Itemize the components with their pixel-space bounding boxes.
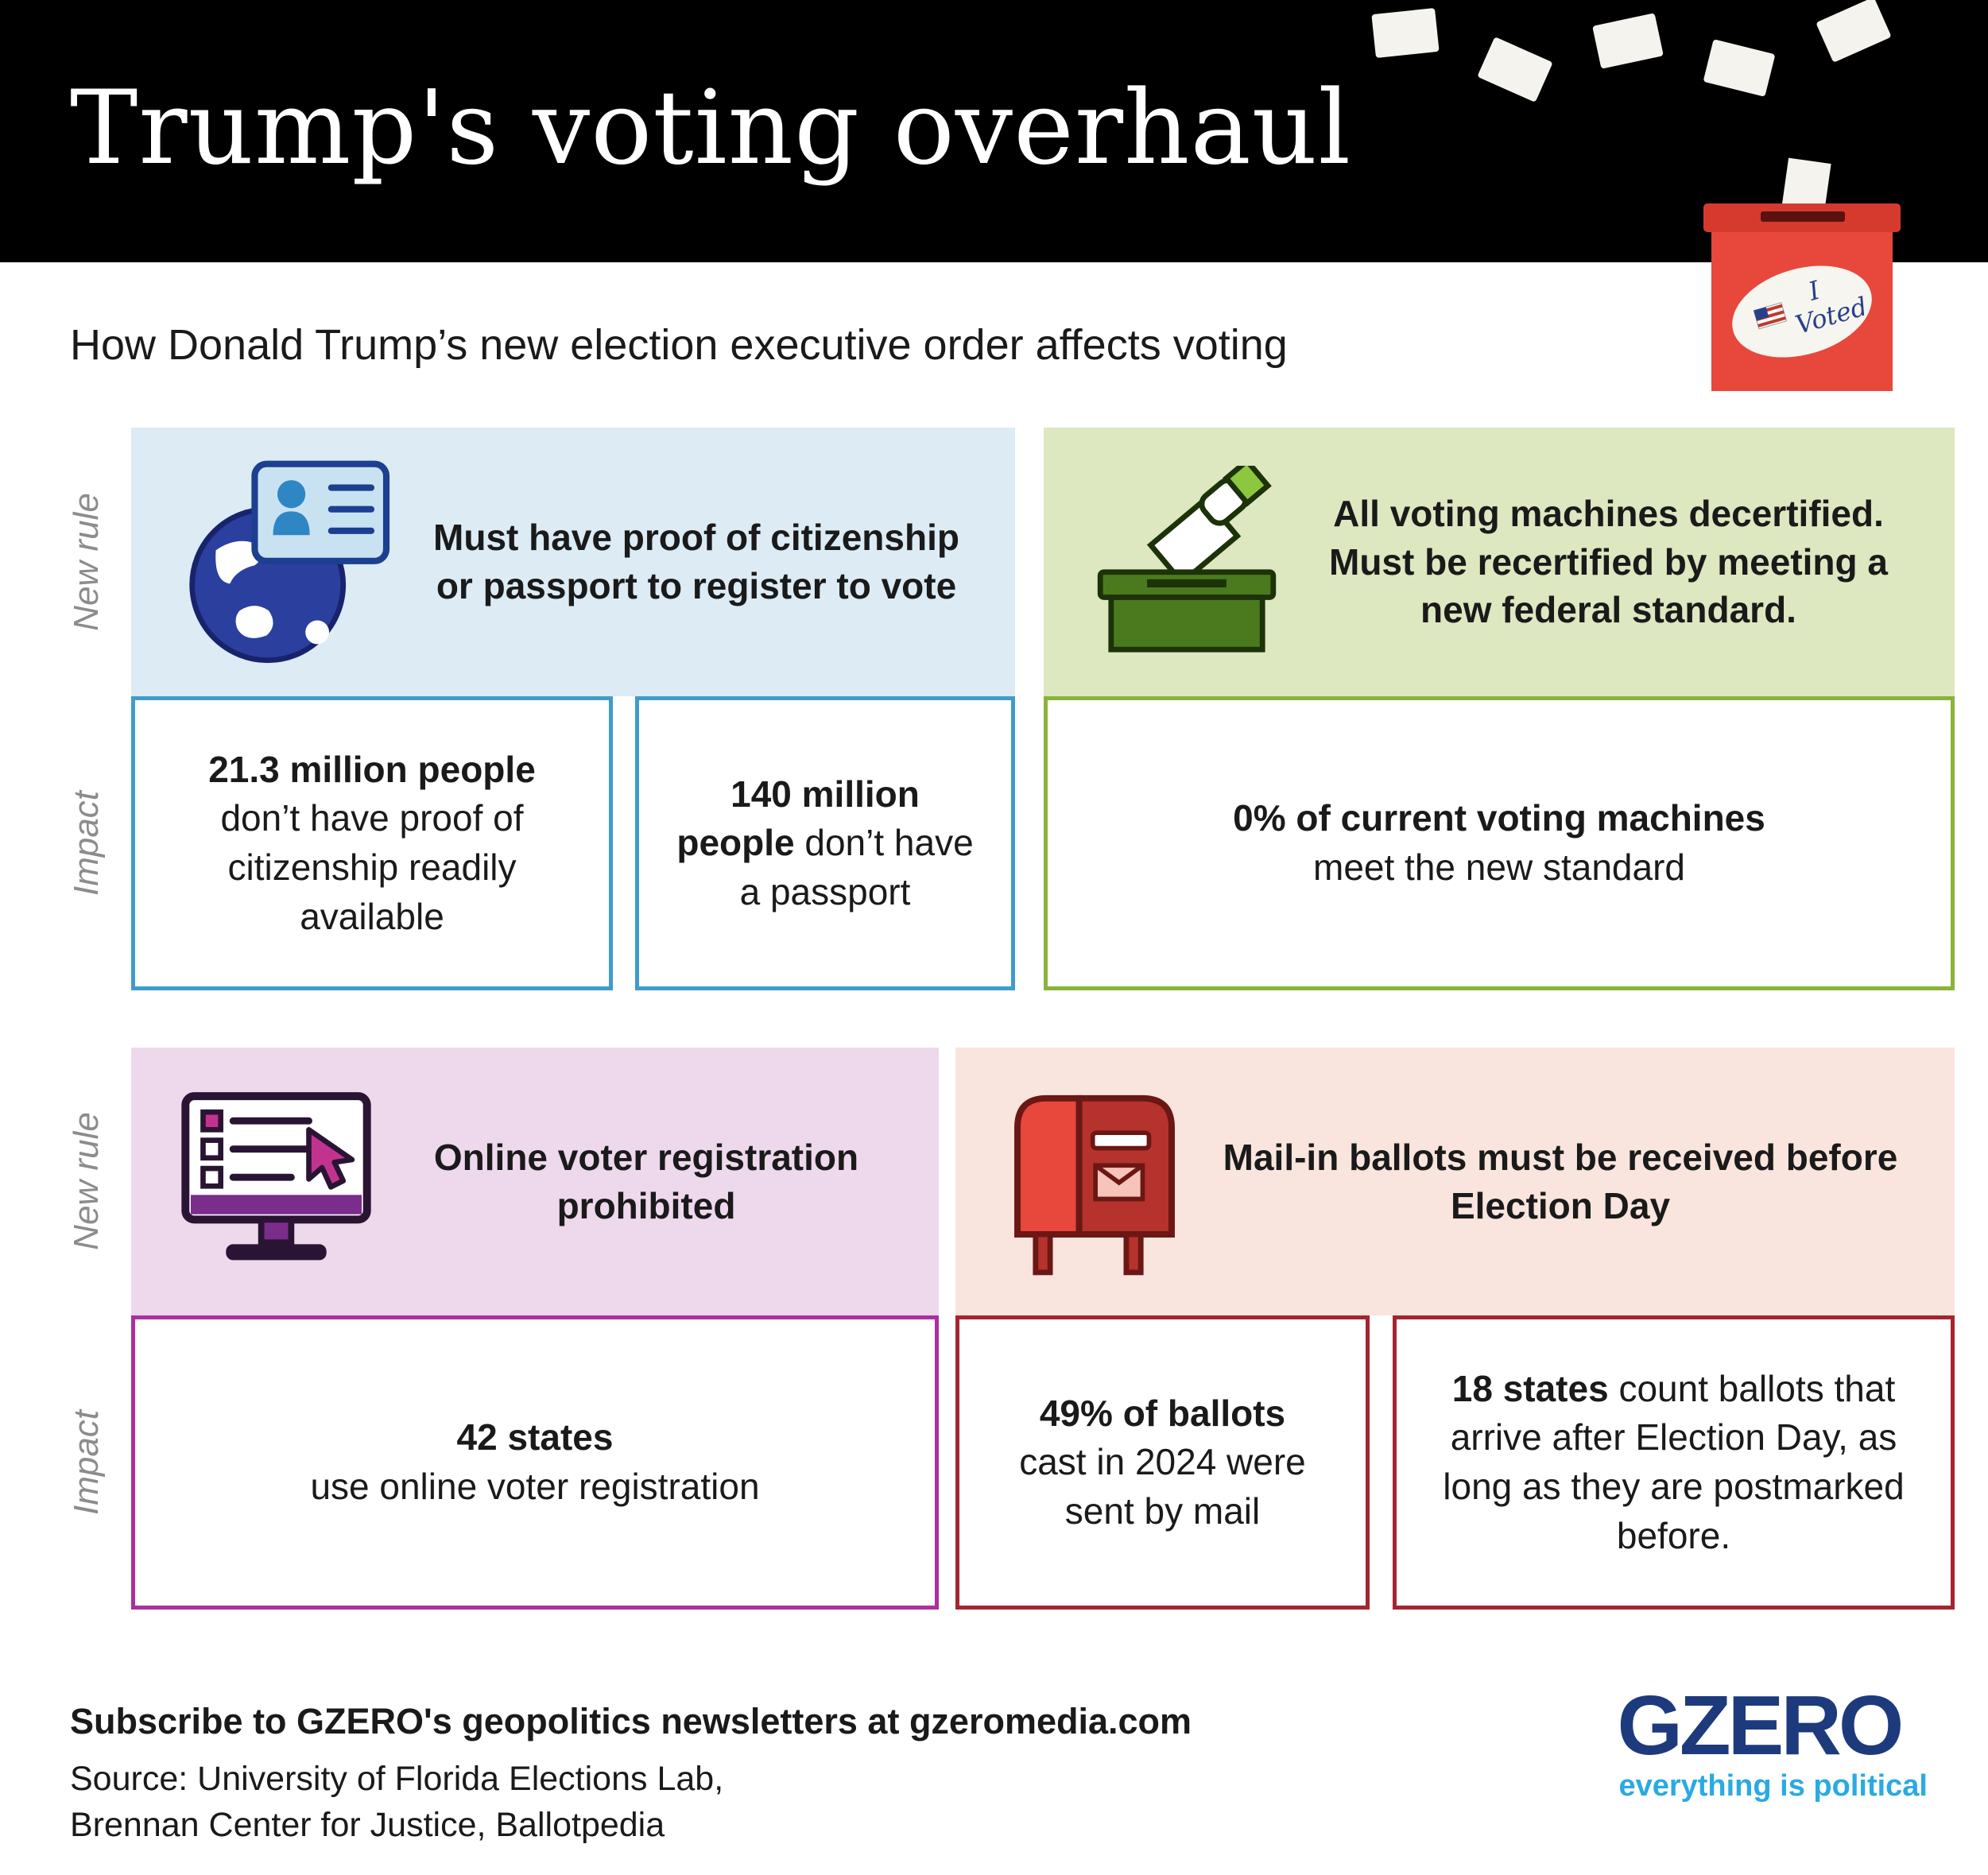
impact-bold: 140 million people: [676, 773, 920, 864]
impact-rest: don’t have proof of citizenship readily …: [220, 797, 524, 937]
page-title: Trump's voting overhaul: [70, 69, 1352, 188]
impact-rest: cast in 2024 were sent by mail: [1019, 1441, 1306, 1532]
impact-box-mail-percent: 49% of ballots cast in 2024 were sent by …: [955, 1315, 1370, 1610]
impact-bold: 0% of current voting machines: [1233, 797, 1765, 839]
impact-bold: 21.3 million people: [208, 748, 536, 790]
impact-rest: meet the new standard: [1313, 846, 1685, 888]
impact-box-citizenship-passport: 140 million people don’t have a passport: [635, 696, 1015, 990]
impact-box-online: 42 states use online voter registration: [131, 1315, 939, 1610]
impact-bold: 49% of ballots: [1039, 1392, 1286, 1434]
falling-ballot-icon: [1371, 7, 1440, 59]
gzero-wordmark: GZERO: [1617, 1679, 1904, 1772]
gzero-logo: GZERO everything is political: [1617, 1683, 1928, 1803]
red-ballot-box-icon: I Voted: [1703, 157, 1901, 391]
impact-bold: 42 states: [456, 1416, 614, 1459]
ballot-box-illustration: I Voted: [1680, 156, 1924, 402]
rail-label-impact-2: Impact: [67, 1409, 106, 1516]
gzero-tagline: everything is political: [1618, 1769, 1928, 1803]
rule-card-citizenship: Must have proof of citizenship or passpo…: [131, 428, 1015, 696]
globe-id-card-icon: [175, 447, 401, 677]
rule-text-mail: Mail-in ballots must be received before …: [1223, 1136, 1898, 1226]
impact-rest: don’t have a passport: [739, 822, 974, 912]
subscribe-line: Subscribe to GZERO's geopolitics newslet…: [70, 1701, 1192, 1741]
rule-card-mail: Mail-in ballots must be received before …: [955, 1048, 1955, 1315]
impact-bold: 18 states: [1451, 1367, 1609, 1409]
impact-box-citizenship-proof: 21.3 million people don’t have proof of c…: [131, 696, 613, 990]
rail-label-new-rule-1: New rule: [67, 493, 106, 631]
source-line-1: Source: University of Florida Elections …: [70, 1760, 724, 1798]
impact-box-mail-states: 18 states count ballots that arrive afte…: [1393, 1315, 1955, 1610]
monitor-checklist-cursor-icon: [175, 1087, 378, 1276]
rule-card-machines: All voting machines decertified. Must be…: [1044, 428, 1955, 696]
source-line-2: Brennan Center for Justice, Ballotpedia: [70, 1806, 665, 1844]
mailbox-icon: [999, 1080, 1190, 1284]
impact-rest: use online voter registration: [310, 1466, 760, 1507]
rule-text-machines: All voting machines decertified. Must be…: [1329, 492, 1888, 631]
impact-box-machines: 0% of current voting machines meet the n…: [1044, 696, 1955, 990]
page-subtitle: How Donald Trump’s new election executiv…: [70, 321, 1288, 369]
impact-rest: count ballots that arrive after Election…: [1443, 1367, 1905, 1556]
rule-text-citizenship: Must have proof of citizenship or passpo…: [433, 517, 959, 606]
ballot-box-hand-icon: [1087, 456, 1286, 659]
rule-card-online: Online voter registration prohibited: [131, 1048, 939, 1315]
rule-text-online: Online voter registration prohibited: [433, 1136, 859, 1226]
rail-label-new-rule-2: New rule: [67, 1112, 106, 1250]
rail-label-impact-1: Impact: [67, 790, 106, 897]
